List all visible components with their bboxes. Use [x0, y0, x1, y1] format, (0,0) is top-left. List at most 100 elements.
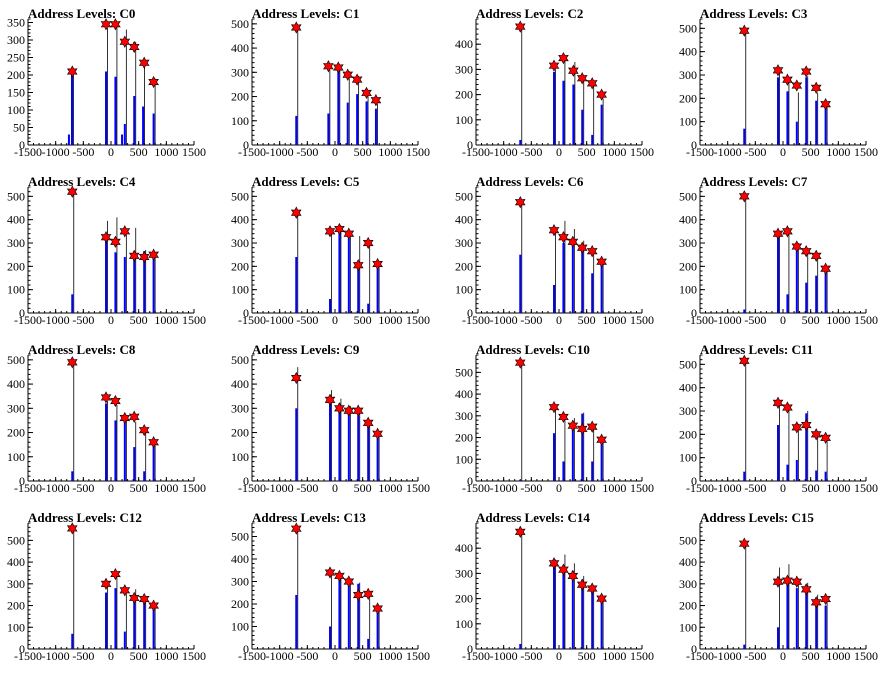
y-tick-label: 400 — [455, 37, 473, 51]
x-tick-label: 500 — [802, 481, 820, 495]
peak-marker — [110, 567, 121, 581]
histogram-bar — [581, 579, 584, 649]
y-tick-label: 400 — [231, 41, 249, 55]
y-tick-label: 0 — [19, 474, 25, 488]
chart-title: Address Levels: C11 — [700, 342, 813, 357]
chart-panel-4: Address Levels: C40100200300400500-1500-… — [7, 174, 206, 327]
peak-marker — [576, 72, 588, 85]
x-tick-label: 1000 — [602, 481, 626, 495]
y-tick-label: 0 — [467, 642, 473, 656]
x-tick-label: -1500 — [462, 649, 490, 663]
x-tick-label: -500 — [744, 649, 766, 663]
x-tick-label: 0 — [780, 649, 786, 663]
chart-title: Address Levels: C8 — [28, 342, 136, 357]
chart-title: Address Levels: C4 — [28, 174, 136, 189]
peak-marker — [352, 404, 364, 417]
peak-marker — [800, 65, 812, 78]
peak-marker — [100, 391, 112, 404]
peak-marker — [119, 584, 131, 597]
histogram-bar — [367, 638, 370, 649]
peak-marker — [558, 410, 569, 424]
y-tick-label: 400 — [7, 555, 25, 569]
histogram-bar — [824, 471, 827, 481]
histogram-bar — [152, 607, 155, 649]
peak-marker — [334, 222, 345, 236]
x-tick-label: -1000 — [266, 481, 294, 495]
peak-marker — [128, 40, 140, 54]
histogram-bar — [581, 413, 584, 481]
x-tick-label: 1500 — [182, 649, 206, 663]
x-tick-label: 500 — [354, 649, 372, 663]
histogram-bar — [357, 266, 360, 313]
y-tick-label: 0 — [467, 138, 473, 152]
histogram-bar — [553, 433, 556, 481]
x-tick-label: -1000 — [266, 145, 294, 159]
peak-marker — [738, 190, 750, 203]
y-tick-label: 50 — [13, 121, 25, 135]
y-tick-label: 300 — [455, 566, 473, 580]
peak-marker — [514, 20, 526, 33]
histogram-bar — [365, 101, 368, 145]
y-tick-label: 0 — [243, 474, 249, 488]
histogram-bar — [777, 77, 780, 145]
histogram-bar — [105, 233, 108, 313]
histogram-bar — [329, 626, 332, 649]
x-tick-label: -500 — [296, 481, 318, 495]
x-tick-label: -1000 — [714, 313, 742, 327]
y-tick-label: 300 — [455, 409, 473, 423]
x-tick-label: -1000 — [490, 313, 518, 327]
y-tick-label: 100 — [231, 283, 249, 297]
chart-panel-3: Address Levels: C30100200300400500-1500-… — [679, 6, 878, 159]
histogram-bar — [114, 252, 117, 313]
x-tick-label: 500 — [578, 313, 596, 327]
y-tick-label: 200 — [679, 259, 697, 273]
x-tick-label: 1500 — [406, 649, 430, 663]
peak-marker — [290, 206, 302, 219]
peak-marker — [586, 245, 598, 258]
histogram-bar — [152, 113, 155, 145]
y-tick-label: 500 — [679, 533, 697, 547]
x-tick-label: -500 — [744, 481, 766, 495]
histogram-bar — [295, 257, 298, 313]
x-tick-label: 0 — [780, 481, 786, 495]
x-tick-label: 1500 — [182, 481, 206, 495]
x-tick-label: -1000 — [714, 481, 742, 495]
y-tick-label: 100 — [7, 450, 25, 464]
y-tick-label: 300 — [231, 401, 249, 415]
histogram-bar — [337, 67, 340, 145]
x-tick-label: 1000 — [378, 649, 402, 663]
x-tick-label: -500 — [296, 145, 318, 159]
x-tick-label: -500 — [296, 649, 318, 663]
y-tick-label: 200 — [231, 597, 249, 611]
histogram-bar — [571, 428, 574, 481]
peak-marker — [596, 433, 607, 446]
peak-marker — [586, 582, 598, 595]
y-tick-label: 100 — [7, 103, 25, 117]
y-tick-label: 500 — [679, 357, 697, 371]
peak-marker — [514, 356, 526, 369]
peak-marker — [138, 592, 150, 606]
peak-marker — [782, 73, 793, 86]
histogram-bar — [777, 236, 780, 313]
histogram-bar — [105, 592, 108, 649]
y-tick-label: 300 — [231, 65, 249, 79]
histogram-bar — [295, 595, 298, 649]
x-tick-label: 0 — [108, 313, 114, 327]
histogram-bar — [367, 425, 370, 481]
peak-marker — [362, 416, 374, 429]
y-tick-label: 100 — [455, 283, 473, 297]
x-tick-label: 500 — [130, 649, 148, 663]
y-tick-label: 350 — [7, 16, 25, 30]
y-tick-label: 400 — [679, 45, 697, 59]
peak-marker — [738, 24, 750, 37]
y-tick-label: 100 — [679, 620, 697, 634]
histogram-bar — [562, 243, 565, 313]
peak-marker — [362, 236, 374, 250]
histogram-bar — [795, 248, 798, 313]
x-tick-label: 500 — [802, 313, 820, 327]
y-tick-label: 200 — [7, 68, 25, 82]
x-tick-label: 0 — [556, 145, 562, 159]
chart-panel-2: Address Levels: C2 0 100 200 300 400 -1500 -100… — [455, 6, 654, 159]
histogram-bar — [795, 588, 798, 649]
histogram-bar — [123, 257, 126, 313]
